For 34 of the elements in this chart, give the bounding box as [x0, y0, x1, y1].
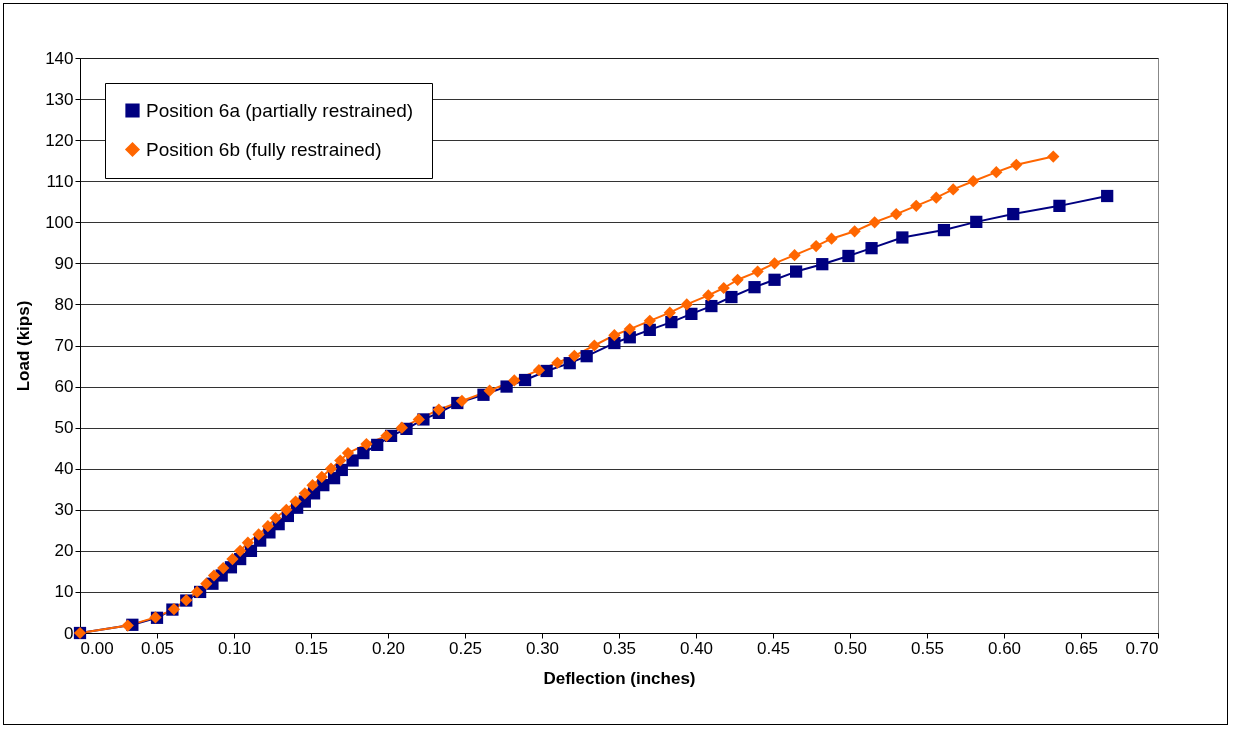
- y-tick-label: 70: [54, 336, 74, 355]
- y-tick-label: 100: [45, 212, 74, 232]
- x-tick-label: 0.20: [371, 638, 406, 658]
- x-tick-label: 0.50: [833, 638, 868, 658]
- x-tick-label: 0.35: [602, 638, 637, 658]
- x-tick-label: 0.30: [525, 638, 560, 658]
- y-tick-label: 40: [54, 459, 74, 479]
- y-tick-label: 10: [54, 582, 74, 602]
- x-tick-label: 0.10: [217, 638, 252, 658]
- y-tick-label: 90: [54, 253, 74, 273]
- x-tick-label: 0.55: [910, 638, 945, 658]
- y-tick-label: 0: [64, 623, 74, 643]
- y-axis-title: Load (kips): [14, 300, 34, 392]
- x-tick-label: 0.05: [140, 638, 175, 658]
- y-tick-label: 60: [54, 377, 74, 397]
- x-tick-label: 0.70: [1125, 638, 1159, 658]
- x-tick-label: 0.25: [448, 638, 483, 658]
- x-tick-label: 0.65: [1064, 638, 1099, 658]
- legend-label: Position 6a (partially restrained): [146, 99, 414, 121]
- x-tick-label: 0.00: [80, 638, 114, 658]
- y-tick-label: 50: [54, 418, 74, 438]
- y-tick-label: 110: [46, 171, 74, 191]
- x-tick-label: 0.15: [294, 638, 329, 658]
- y-tick-label: 130: [45, 89, 74, 109]
- x-tick-label: 0.45: [756, 638, 791, 658]
- y-tick-label: 30: [54, 500, 74, 520]
- y-tick-label: 80: [54, 294, 74, 314]
- legend-label: Position 6b (fully restrained): [146, 138, 382, 160]
- y-tick-label: 20: [54, 541, 74, 561]
- x-tick-label: 0.60: [987, 638, 1022, 658]
- x-tick-label: 0.40: [679, 638, 714, 658]
- y-tick-label: 140: [45, 48, 74, 68]
- x-axis-title: Deflection (inches): [543, 668, 696, 688]
- y-tick-label: 120: [45, 130, 74, 150]
